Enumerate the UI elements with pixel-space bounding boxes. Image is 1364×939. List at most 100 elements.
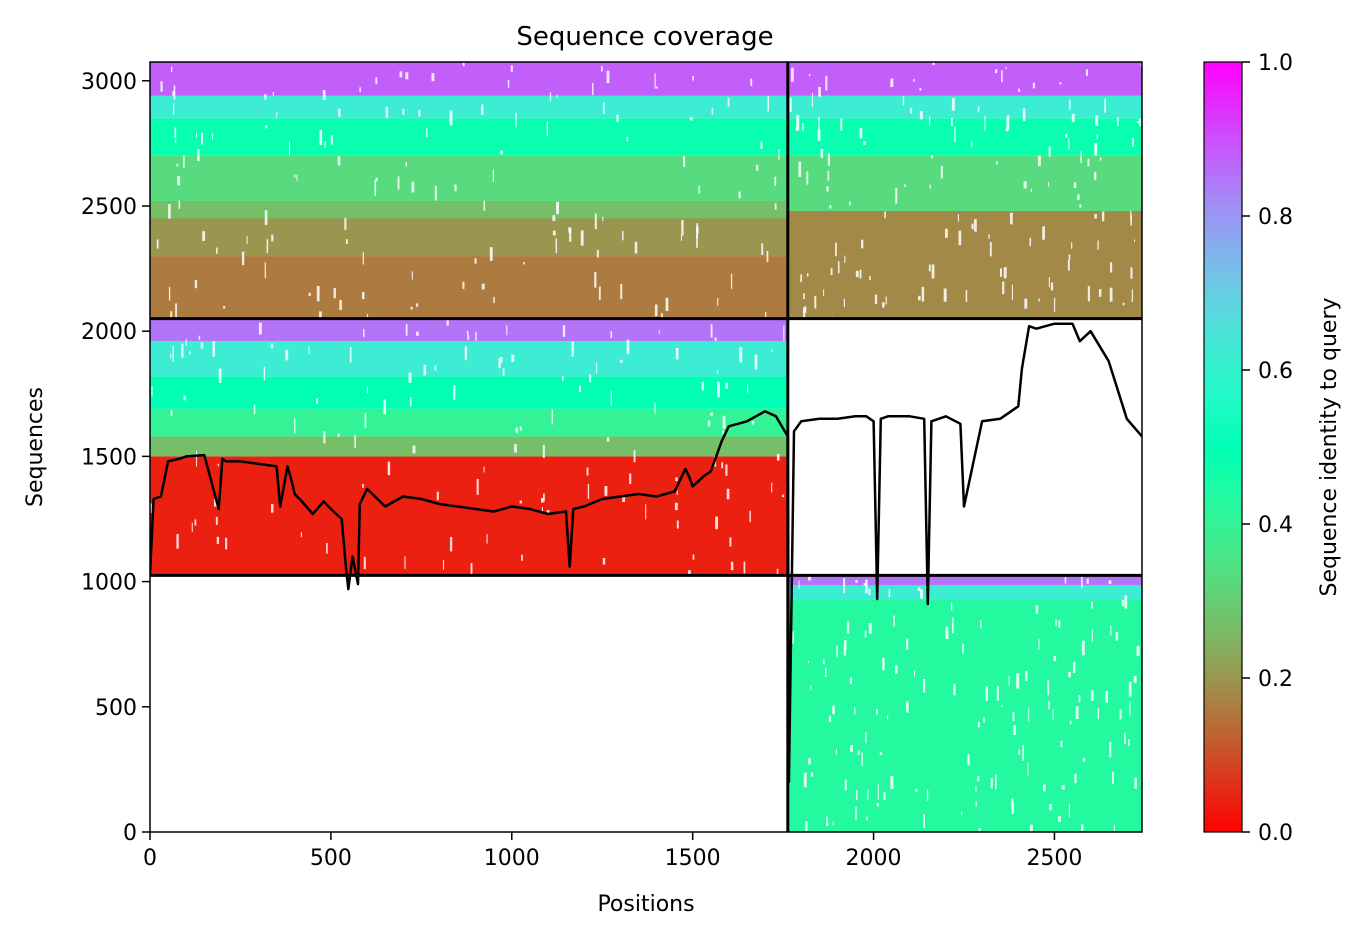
gap-mark: [316, 398, 318, 404]
gap-mark: [170, 353, 172, 359]
gap-mark: [436, 491, 439, 500]
gap-mark: [722, 430, 724, 435]
y-tick-label: 0: [123, 821, 137, 846]
gap-mark: [1105, 691, 1109, 703]
gap-mark: [817, 130, 821, 141]
gap-mark: [1133, 675, 1137, 683]
gap-mark: [523, 262, 526, 265]
gap-mark: [602, 216, 604, 222]
gap-mark: [806, 273, 809, 277]
gap-mark: [338, 108, 341, 117]
gap-mark: [168, 286, 171, 301]
gap-mark: [173, 85, 176, 100]
gap-mark: [810, 685, 812, 691]
gap-mark: [212, 341, 215, 357]
gap-mark: [984, 116, 986, 131]
gap-mark: [701, 381, 704, 391]
gap-mark: [191, 522, 193, 532]
gap-mark: [1082, 758, 1086, 762]
gap-mark: [764, 311, 767, 322]
gap-mark: [730, 561, 734, 571]
gap-mark: [929, 116, 931, 126]
gap-mark: [990, 778, 993, 789]
gap-mark: [926, 789, 929, 801]
gap-mark: [359, 87, 361, 93]
gap-mark: [1028, 708, 1030, 722]
gap-mark: [864, 630, 867, 638]
gap-mark: [658, 330, 660, 335]
gap-mark: [633, 450, 636, 463]
gap-mark: [655, 86, 658, 89]
gap-mark: [835, 242, 837, 257]
gap-mark: [1027, 762, 1029, 776]
gap-mark: [995, 774, 997, 790]
gap-mark: [882, 302, 885, 308]
gap-mark: [606, 437, 610, 442]
gap-mark: [594, 213, 597, 230]
gap-mark: [654, 73, 656, 89]
gap-mark: [865, 732, 867, 744]
colorbar-tick-label: 0.2: [1258, 667, 1293, 692]
gap-mark: [825, 75, 828, 91]
gap-mark: [492, 169, 494, 182]
gap-mark: [183, 155, 185, 168]
gap-mark: [270, 343, 274, 349]
gap-mark: [1069, 99, 1071, 110]
gap-mark: [580, 230, 584, 246]
gap-mark: [836, 645, 838, 658]
gap-mark: [715, 516, 719, 530]
gap-mark: [462, 62, 465, 67]
x-tick-label: 2000: [846, 846, 902, 871]
identity-band: [787, 599, 1142, 832]
gap-mark: [823, 289, 825, 297]
gap-mark: [253, 404, 256, 415]
gap-mark: [844, 779, 847, 791]
gap-mark: [776, 568, 779, 577]
gap-mark: [349, 346, 352, 363]
y-tick-label: 1500: [81, 445, 137, 470]
gap-mark: [626, 136, 629, 142]
gap-mark: [747, 384, 749, 393]
gap-mark: [680, 234, 682, 241]
gap-mark: [596, 249, 599, 258]
gap-mark: [272, 91, 275, 96]
gap-mark: [263, 366, 266, 381]
gap-mark: [387, 461, 391, 476]
gap-mark: [1109, 287, 1113, 302]
gap-mark: [885, 296, 887, 305]
gap-mark: [774, 176, 777, 186]
gap-mark: [483, 466, 485, 473]
gap-mark: [1005, 66, 1007, 69]
identity-band: [787, 155, 1142, 211]
gap-mark: [1001, 70, 1003, 83]
gap-mark: [316, 285, 320, 302]
gap-mark: [333, 287, 336, 299]
gap-mark: [1002, 281, 1005, 295]
gap-mark: [928, 264, 931, 272]
gap-mark: [874, 294, 878, 304]
gap-mark: [999, 268, 1002, 277]
gap-mark: [197, 149, 200, 162]
gap-mark: [893, 615, 896, 618]
gap-mark: [241, 251, 245, 266]
gap-mark: [832, 821, 834, 826]
y-tick-label: 3000: [81, 70, 137, 95]
gap-mark: [546, 121, 548, 137]
gap-mark: [766, 250, 769, 263]
gap-mark: [676, 490, 678, 495]
gap-mark: [1091, 629, 1093, 642]
gap-mark: [515, 427, 519, 433]
gap-mark: [698, 185, 700, 194]
gap-mark: [725, 382, 729, 389]
gap-mark: [1025, 670, 1028, 681]
gap-mark: [868, 622, 872, 634]
gap-mark: [556, 201, 560, 215]
gap-mark: [820, 148, 824, 158]
gap-mark: [1018, 88, 1020, 92]
gap-mark: [1018, 749, 1020, 755]
gap-mark: [183, 395, 187, 401]
gap-mark: [339, 300, 342, 310]
gap-mark: [1119, 709, 1122, 720]
gap-mark: [827, 170, 830, 181]
